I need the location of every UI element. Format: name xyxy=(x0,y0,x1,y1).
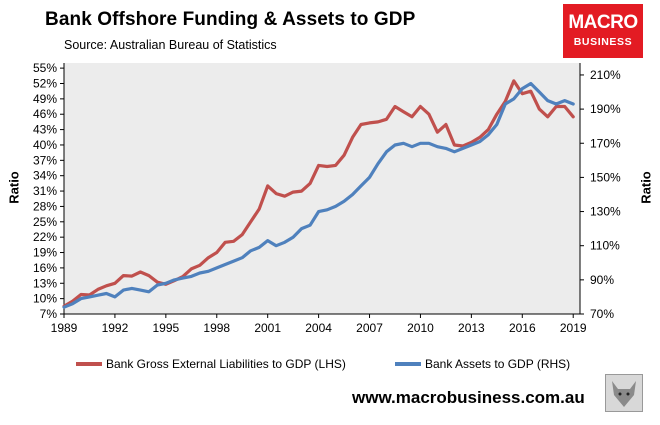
y-tick-label: 43% xyxy=(33,123,57,137)
y-tick-label: 31% xyxy=(33,184,57,198)
legend-item-liabilities: Bank Gross External Liabilities to GDP (… xyxy=(76,357,346,371)
legend-label-assets: Bank Assets to GDP (RHS) xyxy=(425,357,571,371)
y-tick-label: 34% xyxy=(33,169,57,183)
x-tick-label: 1992 xyxy=(102,321,129,335)
legend-swatch-liabilities xyxy=(76,362,102,366)
x-tick-label: 2013 xyxy=(458,321,485,335)
y-tick-label: 52% xyxy=(33,76,57,90)
legend-item-assets: Bank Assets to GDP (RHS) xyxy=(395,357,570,371)
x-tick-label: 2001 xyxy=(254,321,281,335)
x-tick-label: 2019 xyxy=(560,321,587,335)
y-tick-label: 55% xyxy=(33,61,57,75)
y-tick-label: 19% xyxy=(33,246,57,260)
chart-source: Source: Australian Bureau of Statistics xyxy=(64,38,277,52)
footer-url[interactable]: www.macrobusiness.com.au xyxy=(352,388,585,407)
y2-tick-label: 150% xyxy=(590,170,621,184)
x-tick-label: 2004 xyxy=(305,321,332,335)
y2-tick-label: 170% xyxy=(590,136,621,150)
plot-area xyxy=(64,63,580,314)
y-tick-label: 7% xyxy=(40,307,58,321)
y2-tick-label: 210% xyxy=(590,68,621,82)
y-tick-label: 49% xyxy=(33,92,57,106)
series-line-assets xyxy=(62,81,575,309)
macrobusiness-logo: MACRO BUSINESS xyxy=(563,4,643,58)
y-tick-label: 46% xyxy=(33,107,57,121)
y-tick-label: 40% xyxy=(33,138,57,152)
y-tick-label: 37% xyxy=(33,153,57,167)
y-tick-label: 13% xyxy=(33,276,57,290)
logo-line-2: BUSINESS xyxy=(573,36,633,48)
legend-swatch-assets xyxy=(395,362,421,366)
y-axis-label-left: Ratio xyxy=(6,171,22,204)
x-tick-label: 2016 xyxy=(509,321,536,335)
y-axis-label-right: Ratio xyxy=(638,171,654,204)
y-tick-label: 22% xyxy=(33,230,57,244)
y2-tick-label: 70% xyxy=(590,307,614,321)
chart-title: Bank Offshore Funding & Assets to GDP xyxy=(45,9,416,30)
logo-line-1: MACRO xyxy=(568,12,638,33)
y-tick-label: 16% xyxy=(33,261,57,275)
y-tick-label: 28% xyxy=(33,199,57,213)
y2-tick-label: 110% xyxy=(590,239,620,253)
y2-tick-label: 190% xyxy=(590,102,621,116)
x-tick-label: 2007 xyxy=(356,321,383,335)
x-tick-label: 2010 xyxy=(407,321,434,335)
x-tick-label: 1989 xyxy=(51,321,78,335)
legend-label-liabilities: Bank Gross External Liabilities to GDP (… xyxy=(106,357,346,371)
y-tick-label: 25% xyxy=(33,215,57,229)
y2-tick-label: 130% xyxy=(590,205,621,219)
wolf-icon xyxy=(605,374,643,412)
x-tick-label: 1995 xyxy=(152,321,179,335)
series-line-liabilities xyxy=(62,79,575,308)
x-tick-label: 1998 xyxy=(203,321,230,335)
y-tick-label: 10% xyxy=(33,292,57,306)
y2-tick-label: 90% xyxy=(590,273,614,287)
